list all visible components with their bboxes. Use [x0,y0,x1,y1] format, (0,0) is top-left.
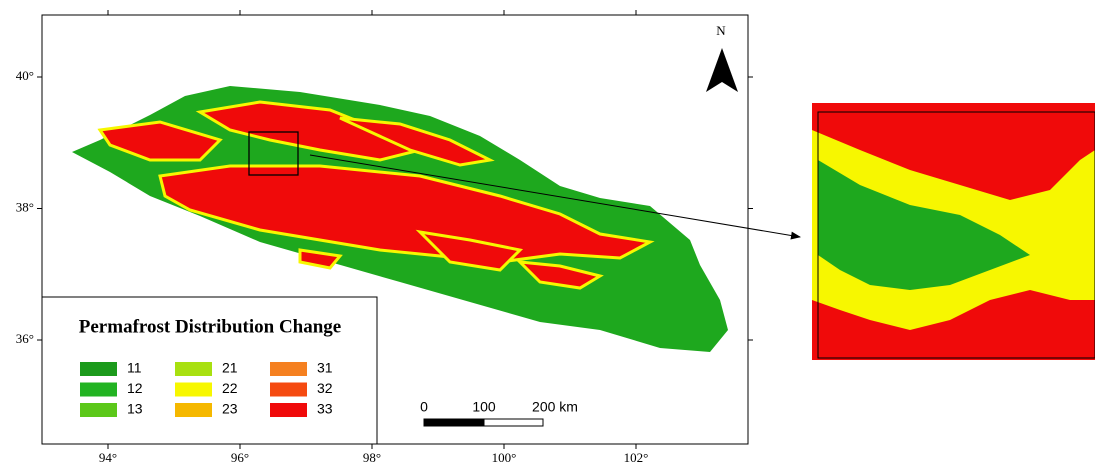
y-tick-label: 40° [16,68,34,83]
scale-bar: 0 100 200 km [420,399,578,427]
inset-box [248,131,299,176]
x-tick-label: 96° [231,450,249,465]
legend-swatch [175,403,212,417]
inset-connector [309,154,801,240]
legend-label: 23 [222,401,238,417]
legend-swatch [175,382,212,397]
scale-label: 200 km [532,399,578,415]
legend-label: 13 [127,401,143,417]
legend-title: Permafrost Distribution Change [79,316,341,337]
north-arrow: N [706,23,738,92]
y-tick-label: 38° [16,199,34,214]
map-frame: N Permafrost Distribution Change 11 12 13 2… [41,14,749,445]
legend-swatch [270,382,307,397]
north-label: N [716,23,726,38]
inset-map [812,103,1095,360]
change-patches [97,100,655,290]
legend-swatch [270,403,307,417]
legend-label: 32 [317,380,333,396]
scale-label: 0 [420,399,428,415]
legend-swatch [80,382,117,397]
legend-swatch [80,403,117,417]
legend-label: 12 [127,380,143,396]
legend: Permafrost Distribution Change 11 12 13 21 2… [41,296,378,445]
legend-swatch [270,362,307,376]
x-tick-label: 102° [624,450,649,465]
axis-ticks: 94° 96° 98° 100° 102° 40° 38° 36° [16,10,753,465]
legend-label: 31 [317,360,333,376]
legend-swatch [80,362,117,376]
legend-label: 21 [222,360,238,376]
x-tick-label: 100° [492,450,517,465]
legend-label: 11 [127,360,142,376]
scale-label: 100 [472,399,496,415]
legend-swatch [175,362,212,376]
x-tick-label: 98° [363,450,381,465]
y-tick-label: 36° [16,331,34,346]
legend-label: 22 [222,380,238,396]
legend-label: 33 [317,401,333,417]
x-tick-label: 94° [99,450,117,465]
